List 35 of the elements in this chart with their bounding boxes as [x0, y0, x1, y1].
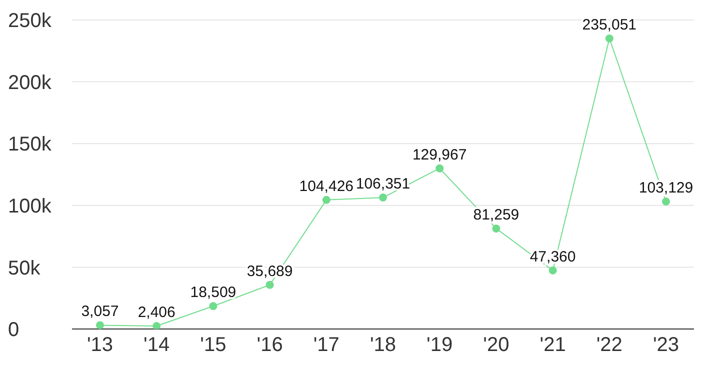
point [662, 198, 670, 206]
x-tick-label: '22 [596, 334, 622, 356]
data-label: 106,351 [356, 176, 410, 193]
point [209, 302, 218, 310]
point [322, 196, 330, 204]
x-tick-label: '18 [370, 334, 396, 356]
data-label: 2,406 [138, 304, 176, 322]
point [548, 266, 557, 274]
point [266, 280, 274, 289]
x-tick-label: '23 [652, 334, 680, 356]
point [436, 164, 444, 172]
x-tick-label: '17 [313, 334, 340, 356]
x-tick-label: '19 [426, 334, 453, 356]
data-label: 235,051 [582, 16, 637, 34]
y-tick-label: 100k [8, 196, 52, 218]
point [492, 224, 500, 233]
data-label: 18,509 [190, 284, 236, 302]
data-label: 3,057 [81, 303, 119, 320]
y-tick-label: 250k [8, 10, 52, 32]
point [605, 34, 614, 42]
data-label: 104,426 [299, 178, 354, 195]
y-tick-label: 0 [8, 319, 20, 342]
y-tick-label: 200k [8, 72, 52, 94]
x-tick-label: '14 [144, 334, 170, 356]
point [152, 322, 161, 329]
point [379, 194, 387, 202]
x-tick-label: '15 [200, 334, 226, 356]
y-tick-label: 50k [8, 257, 42, 280]
point [96, 321, 104, 329]
x-tick-label: '16 [256, 334, 283, 356]
x-tick-label: '21 [540, 334, 566, 356]
x-tick-label: '13 [86, 334, 114, 356]
x-tick-label: '20 [483, 334, 510, 356]
data-label: 129,967 [412, 146, 467, 164]
y-tick-label: 150k [8, 134, 52, 156]
